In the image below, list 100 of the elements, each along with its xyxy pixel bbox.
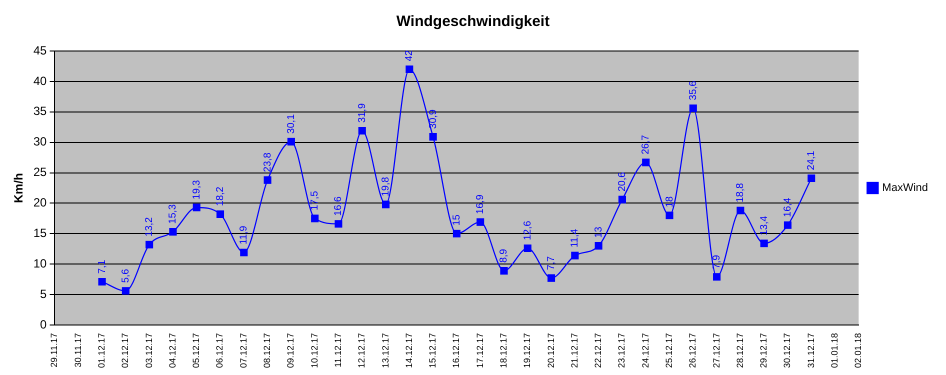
x-tick-label: 13.12.17	[380, 332, 390, 368]
point	[713, 273, 721, 281]
x-tick-label: 08.12.17	[262, 332, 272, 368]
point	[382, 200, 390, 208]
x-tick-label: 09.12.17	[286, 332, 296, 368]
point	[406, 65, 414, 74]
y-tick-label: 45	[33, 43, 48, 58]
point	[642, 158, 650, 166]
x-tick-label: 29.11.17	[49, 332, 60, 368]
point	[808, 174, 816, 182]
data-label: 26,7	[640, 134, 652, 154]
x-tick-label: 05.12.17	[191, 332, 202, 368]
data-label: 5,6	[120, 268, 132, 283]
point	[334, 220, 342, 228]
data-label: 19,8	[380, 176, 392, 196]
point	[216, 210, 224, 218]
x-tick-label: 23.12.17	[616, 332, 627, 368]
data-label: 30,1	[286, 114, 297, 134]
y-tick-label: 25	[33, 165, 48, 180]
data-label: 13	[593, 226, 604, 238]
x-tick-label: 20.12.17	[546, 332, 556, 368]
x-tick-label: 04.12.17	[167, 332, 178, 368]
x-tick-label: 18.12.17	[498, 332, 508, 368]
point	[760, 240, 768, 248]
data-label: 24,1	[806, 150, 818, 170]
x-tick-label: 14.12.17	[404, 332, 414, 368]
point	[548, 274, 556, 282]
x-tick-label: 30.12.17	[782, 332, 792, 368]
point	[311, 214, 319, 222]
x-tick-label: 22.12.17	[593, 332, 604, 368]
x-tick-label: 27.12.17	[711, 332, 722, 368]
data-label: 11,9	[238, 225, 250, 245]
point	[192, 204, 200, 212]
x-tick-label: 02.12.17	[120, 332, 130, 368]
x-tick-label: 30.11.17	[72, 332, 83, 368]
point	[689, 104, 697, 112]
x-tick-label: 29.12.17	[758, 332, 769, 368]
point	[618, 196, 626, 204]
data-label: 18,2	[215, 186, 226, 206]
data-label: 12,6	[522, 220, 534, 240]
y-tick-label: 5	[40, 286, 48, 301]
point	[571, 252, 579, 260]
point	[784, 221, 792, 229]
x-tick-label: 01.12.17	[96, 332, 107, 368]
data-label: 15	[451, 214, 462, 226]
data-label: 16,4	[782, 197, 794, 218]
point	[169, 228, 177, 236]
point	[429, 133, 437, 141]
point	[122, 287, 130, 295]
x-tick-label: 25.12.17	[664, 332, 674, 368]
point	[476, 218, 484, 226]
data-label: 35,6	[688, 80, 699, 100]
point	[524, 244, 532, 252]
point	[146, 240, 154, 248]
y-tick-label: 0	[40, 317, 48, 332]
x-tick-label: 24.12.17	[640, 332, 650, 368]
point	[240, 248, 248, 256]
x-tick-label: 10.12.17	[309, 332, 320, 368]
y-axis-title: Km/h	[12, 172, 26, 203]
data-label: 20,6	[616, 172, 628, 192]
x-tick-label: 15.12.17	[428, 332, 438, 368]
legend-label: MaxWind	[882, 182, 928, 194]
x-tick-label: 16.12.17	[451, 332, 462, 368]
data-label: 23,8	[262, 152, 274, 172]
x-tick-label: 12.12.17	[356, 332, 367, 368]
point	[736, 206, 744, 214]
data-label: 15,3	[168, 204, 179, 224]
x-tick-label: 11.12.17	[332, 332, 343, 368]
data-label: 11,4	[570, 228, 581, 248]
data-label: 42	[404, 50, 416, 62]
chart-title: Windgeschwindigkeit	[396, 13, 550, 30]
data-label: 31,9	[356, 102, 368, 123]
data-label: 7,7	[546, 256, 558, 270]
y-tick-label: 15	[33, 226, 48, 240]
data-label: 13,4	[758, 215, 770, 236]
y-tick-label: 20	[33, 196, 48, 210]
point	[666, 212, 674, 220]
x-tick-label: 28.12.17	[734, 332, 745, 368]
data-label: 7,1	[96, 259, 108, 274]
data-label: 16,9	[475, 194, 486, 214]
data-label: 19,3	[191, 180, 202, 200]
x-tick-label: 19.12.17	[522, 332, 532, 368]
point	[287, 138, 295, 146]
x-tick-label: 17.12.17	[474, 332, 485, 368]
point	[98, 278, 106, 286]
point	[594, 242, 602, 250]
x-tick-label: 26.12.17	[688, 332, 698, 368]
x-tick-label: 01.01.18	[830, 332, 840, 368]
data-label: 13,2	[144, 216, 156, 237]
x-tick-label: 21.12.17	[569, 332, 580, 368]
x-tick-label: 02.01.18	[853, 332, 864, 368]
data-label: 18,8	[735, 182, 746, 203]
x-tick-label: 06.12.17	[214, 332, 225, 368]
x-tick-label: 31.12.17	[806, 332, 816, 368]
x-tick-label: 07.12.17	[238, 332, 248, 368]
data-label: 17,5	[310, 190, 321, 210]
data-label: 18	[664, 196, 676, 208]
point	[264, 176, 272, 184]
y-tick-label: 35	[33, 104, 48, 118]
y-tick-label: 40	[33, 74, 48, 88]
